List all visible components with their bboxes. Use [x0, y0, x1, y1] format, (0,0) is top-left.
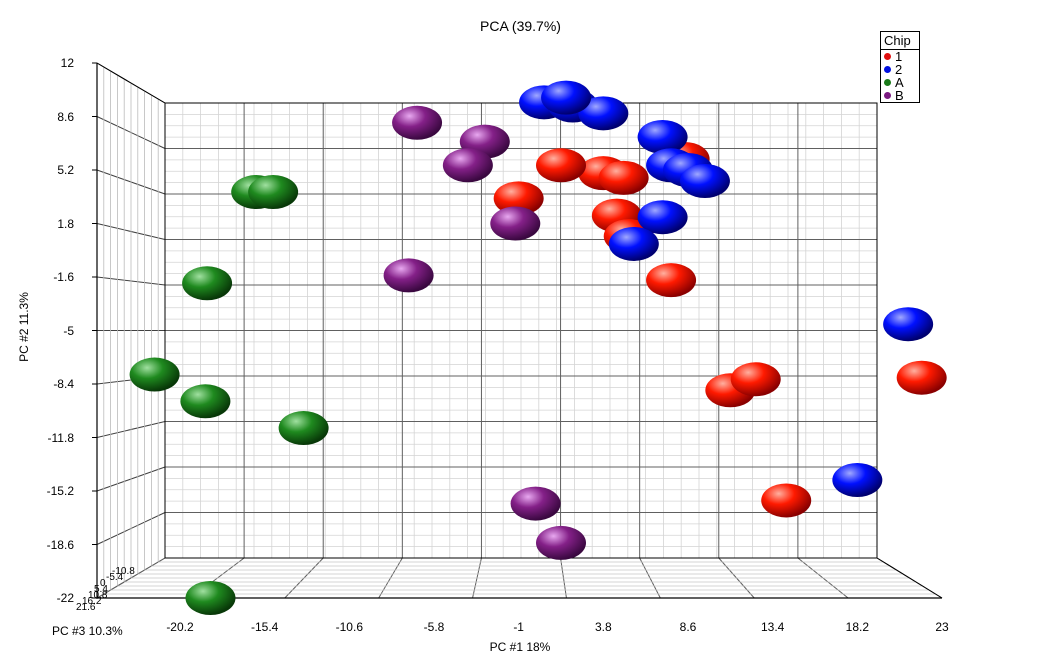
data-point-2 — [608, 226, 659, 261]
data-point-2 — [832, 462, 883, 497]
data-point-2 — [578, 96, 629, 131]
z-axis-label: PC #3 10.3% — [52, 624, 123, 638]
data-point-B — [442, 148, 493, 183]
y-tick-label: -18.6 — [46, 537, 74, 552]
data-point-B — [510, 486, 561, 521]
data-point-2 — [541, 80, 592, 115]
data-point-B — [392, 105, 443, 140]
data-point-1 — [761, 483, 812, 518]
legend-marker — [884, 66, 891, 73]
data-point-A — [185, 581, 236, 615]
data-point-1 — [730, 362, 781, 397]
data-point-B — [490, 206, 541, 241]
y-tick-label: -15.2 — [46, 484, 74, 498]
y-tick-label: -1.6 — [53, 270, 74, 284]
data-point-A — [182, 266, 233, 301]
legend-title: Chip — [881, 32, 919, 50]
x-tick-label: -20.2 — [166, 620, 194, 634]
left-wall-grid — [96, 62, 166, 599]
y-tick-label: -11.8 — [47, 430, 74, 445]
data-point-2 — [679, 164, 730, 199]
data-point-A — [129, 357, 180, 392]
data-point-2 — [883, 307, 934, 342]
data-point-2 — [637, 119, 688, 154]
x-tick-label: 8.6 — [679, 620, 697, 634]
z-axis-ticks: 21.6 16.2 10.8 5.4 0 -5.4 -10.8 — [76, 566, 135, 613]
legend-item: 2 — [881, 62, 919, 77]
data-point-1 — [646, 263, 697, 298]
x-tick-label: -10.6 — [335, 620, 363, 634]
y-axis-label: PC #2 11.3% — [17, 292, 31, 362]
legend-label: B — [895, 88, 904, 103]
legend-label: A — [895, 75, 904, 90]
data-points — [129, 80, 947, 615]
x-tick-label: 13.4 — [760, 620, 785, 634]
x-tick-label: -15.4 — [250, 620, 279, 634]
y-tick-label: 5.2 — [57, 163, 74, 177]
data-point-A — [248, 175, 299, 210]
legend-label: 1 — [895, 49, 903, 64]
y-tick-label: -22 — [56, 591, 74, 605]
floor-grid — [96, 557, 943, 599]
x-tick-label: 18.2 — [845, 620, 869, 634]
x-axis-label: PC #1 18% — [489, 640, 551, 654]
x-tick-label: -5.8 — [423, 620, 445, 634]
x-tick-label: 23 — [935, 620, 949, 634]
legend-marker — [884, 79, 891, 86]
y-tick-label: 8.6 — [57, 109, 74, 124]
legend-marker — [884, 53, 891, 60]
data-point-1 — [598, 160, 649, 195]
data-point-1 — [536, 148, 586, 183]
data-point-1 — [493, 181, 544, 216]
data-point-1 — [896, 360, 947, 395]
data-point-A — [278, 411, 329, 446]
x-tick-label: 3.8 — [594, 620, 612, 634]
data-point-2 — [637, 200, 688, 235]
legend-item: A — [881, 75, 919, 90]
legend-item: 1 — [881, 49, 919, 64]
chart-title: PCA (39.7%) — [480, 18, 561, 34]
legend-marker — [884, 92, 891, 99]
data-point-B — [536, 525, 586, 560]
y-tick-label: 12 — [60, 56, 74, 70]
data-point-A — [180, 384, 231, 419]
y-tick-label: 1.8 — [57, 216, 74, 231]
y-tick-label: -5 — [63, 323, 74, 338]
data-point-B — [383, 258, 434, 293]
legend-label: 2 — [895, 62, 903, 77]
y-tick-label: -8.4 — [53, 377, 74, 391]
legend-item: B — [881, 88, 919, 103]
x-tick-label: -1 — [513, 620, 524, 634]
